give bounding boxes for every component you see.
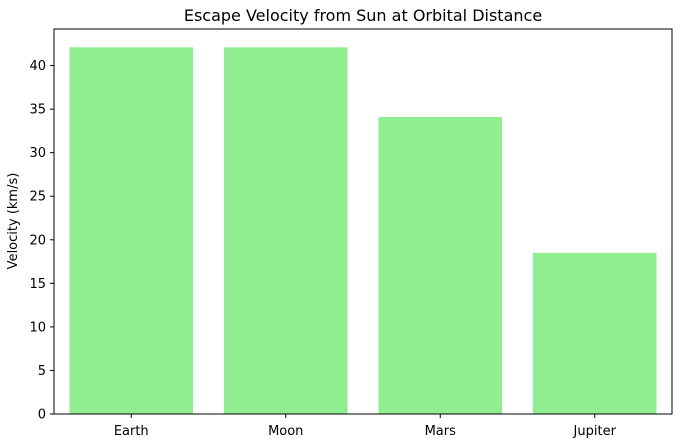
x-tick-label: Jupiter — [573, 424, 617, 439]
y-tick-label: 15 — [29, 277, 46, 292]
bars-layer — [69, 47, 657, 414]
y-tick-label: 20 — [29, 233, 46, 248]
x-tick-label: Moon — [268, 424, 303, 439]
y-tick-label: 30 — [29, 146, 46, 161]
y-tick-label: 25 — [29, 190, 46, 205]
y-tick-label: 10 — [29, 320, 46, 335]
y-tick-label: 0 — [38, 408, 46, 423]
bar-mars — [378, 116, 503, 414]
y-tick-label: 5 — [38, 364, 46, 379]
y-tick-label: 40 — [29, 59, 46, 74]
x-axis-ticks: Earth Moon Mars Jupiter — [114, 414, 617, 439]
y-tick-label: 35 — [29, 103, 46, 118]
plot-frame — [53, 28, 673, 415]
chart-title: Escape Velocity from Sun at Orbital Dist… — [184, 6, 542, 25]
bar-moon — [223, 47, 348, 414]
y-axis-ticks: 0 5 10 15 20 25 30 35 40 — [29, 59, 54, 423]
y-axis-label: Velocity (km/s) — [6, 173, 21, 270]
bar-jupiter — [532, 252, 657, 414]
x-tick-label: Mars — [425, 424, 457, 439]
x-tick-label: Earth — [114, 424, 149, 439]
bar-earth — [69, 47, 194, 414]
